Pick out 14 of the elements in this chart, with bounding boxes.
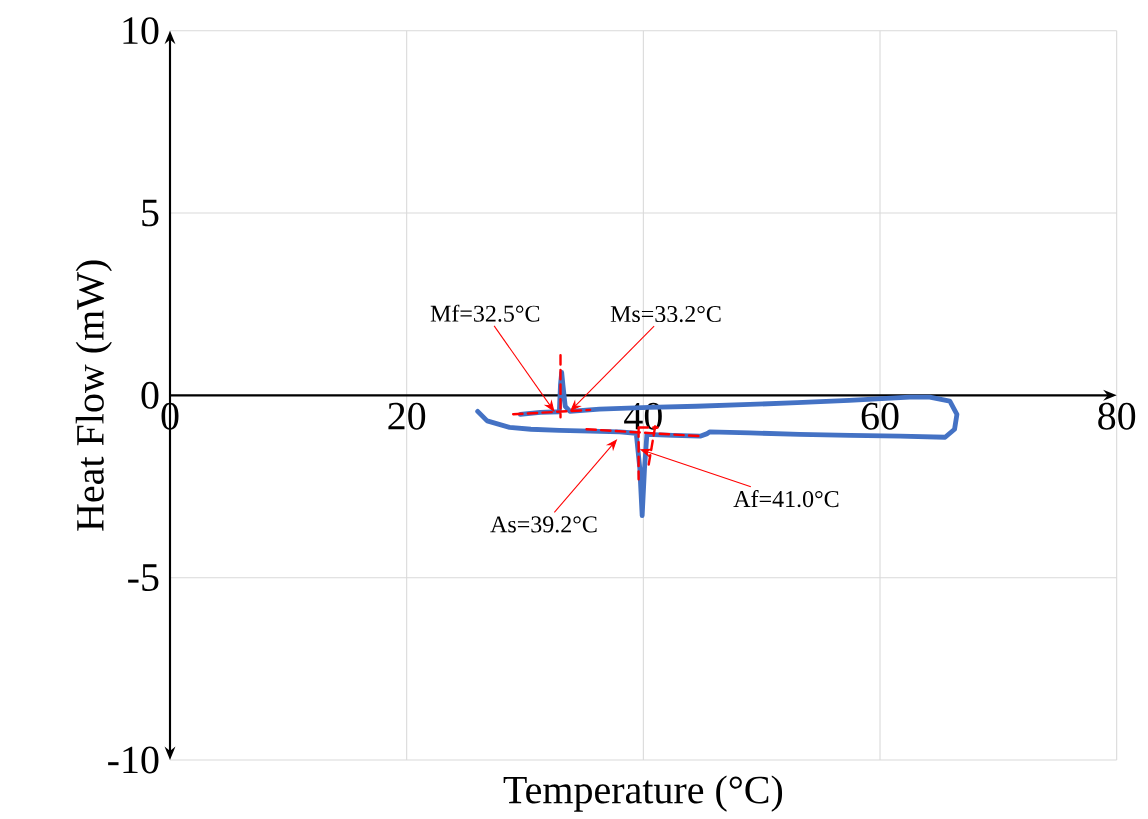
annotation: Af=41.0°C [733, 490, 839, 508]
annotation: Mf=32.5°C [430, 304, 540, 323]
annotation: Ms=33.2°C [610, 306, 721, 323]
y-tick-label: 10 [123, 17, 159, 45]
y-axis-title: Heat Flow (mW) [75, 260, 112, 531]
x-axis-title: Temperature (°C) [503, 775, 783, 812]
x-tick-label: 60 [861, 402, 899, 430]
y-tick-label: -10 [108, 746, 159, 774]
x-tick-label: 80 [1098, 402, 1136, 430]
annotation: As=39.2°C [490, 516, 597, 533]
y-tick-label: -5 [128, 564, 159, 592]
y-tick-label: 0 [141, 382, 159, 409]
x-tick-label: 20 [388, 402, 426, 430]
y-tick-label: 5 [142, 199, 159, 227]
